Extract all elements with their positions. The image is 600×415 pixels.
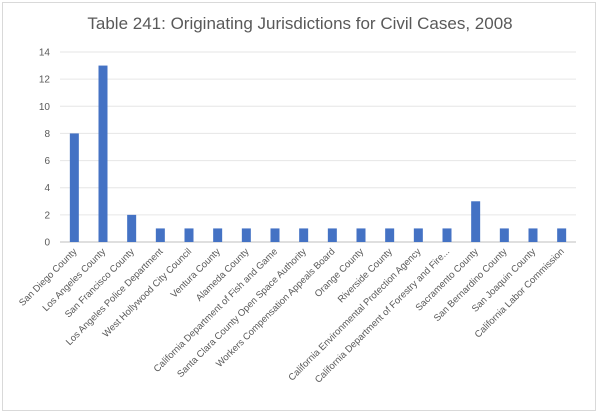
bar [471,201,481,242]
y-axis-ticks: 0 2 4 6 8 10 12 14 [39,48,51,249]
y-tick-label: 14 [39,48,51,59]
bar [356,228,366,242]
y-tick-label: 6 [44,156,50,167]
bar [442,228,452,242]
bar [413,228,423,242]
bar [213,228,223,242]
bar [528,228,538,242]
y-tick-label: 2 [44,210,50,221]
bar [499,228,509,242]
bar [127,214,137,242]
chart-title: Table 241: Originating Jurisdictions for… [87,14,513,33]
bar [98,65,108,242]
y-tick-label: 12 [39,75,51,86]
gridlines [60,51,576,243]
y-tick-label: 10 [39,102,51,113]
bar [327,228,337,242]
x-category-label: Ventura County [169,246,223,300]
bars [69,65,567,242]
y-tick-label: 0 [44,238,50,249]
bar [299,228,309,242]
bar [69,133,79,242]
y-tick-label: 8 [44,129,50,140]
y-tick-label: 4 [44,183,50,194]
bar [184,228,194,242]
bar [385,228,395,242]
bar [557,228,567,242]
bar [155,228,165,242]
x-category-label: California Environmental Protection Agen… [286,246,423,383]
bar [241,228,251,242]
bar [270,228,280,242]
